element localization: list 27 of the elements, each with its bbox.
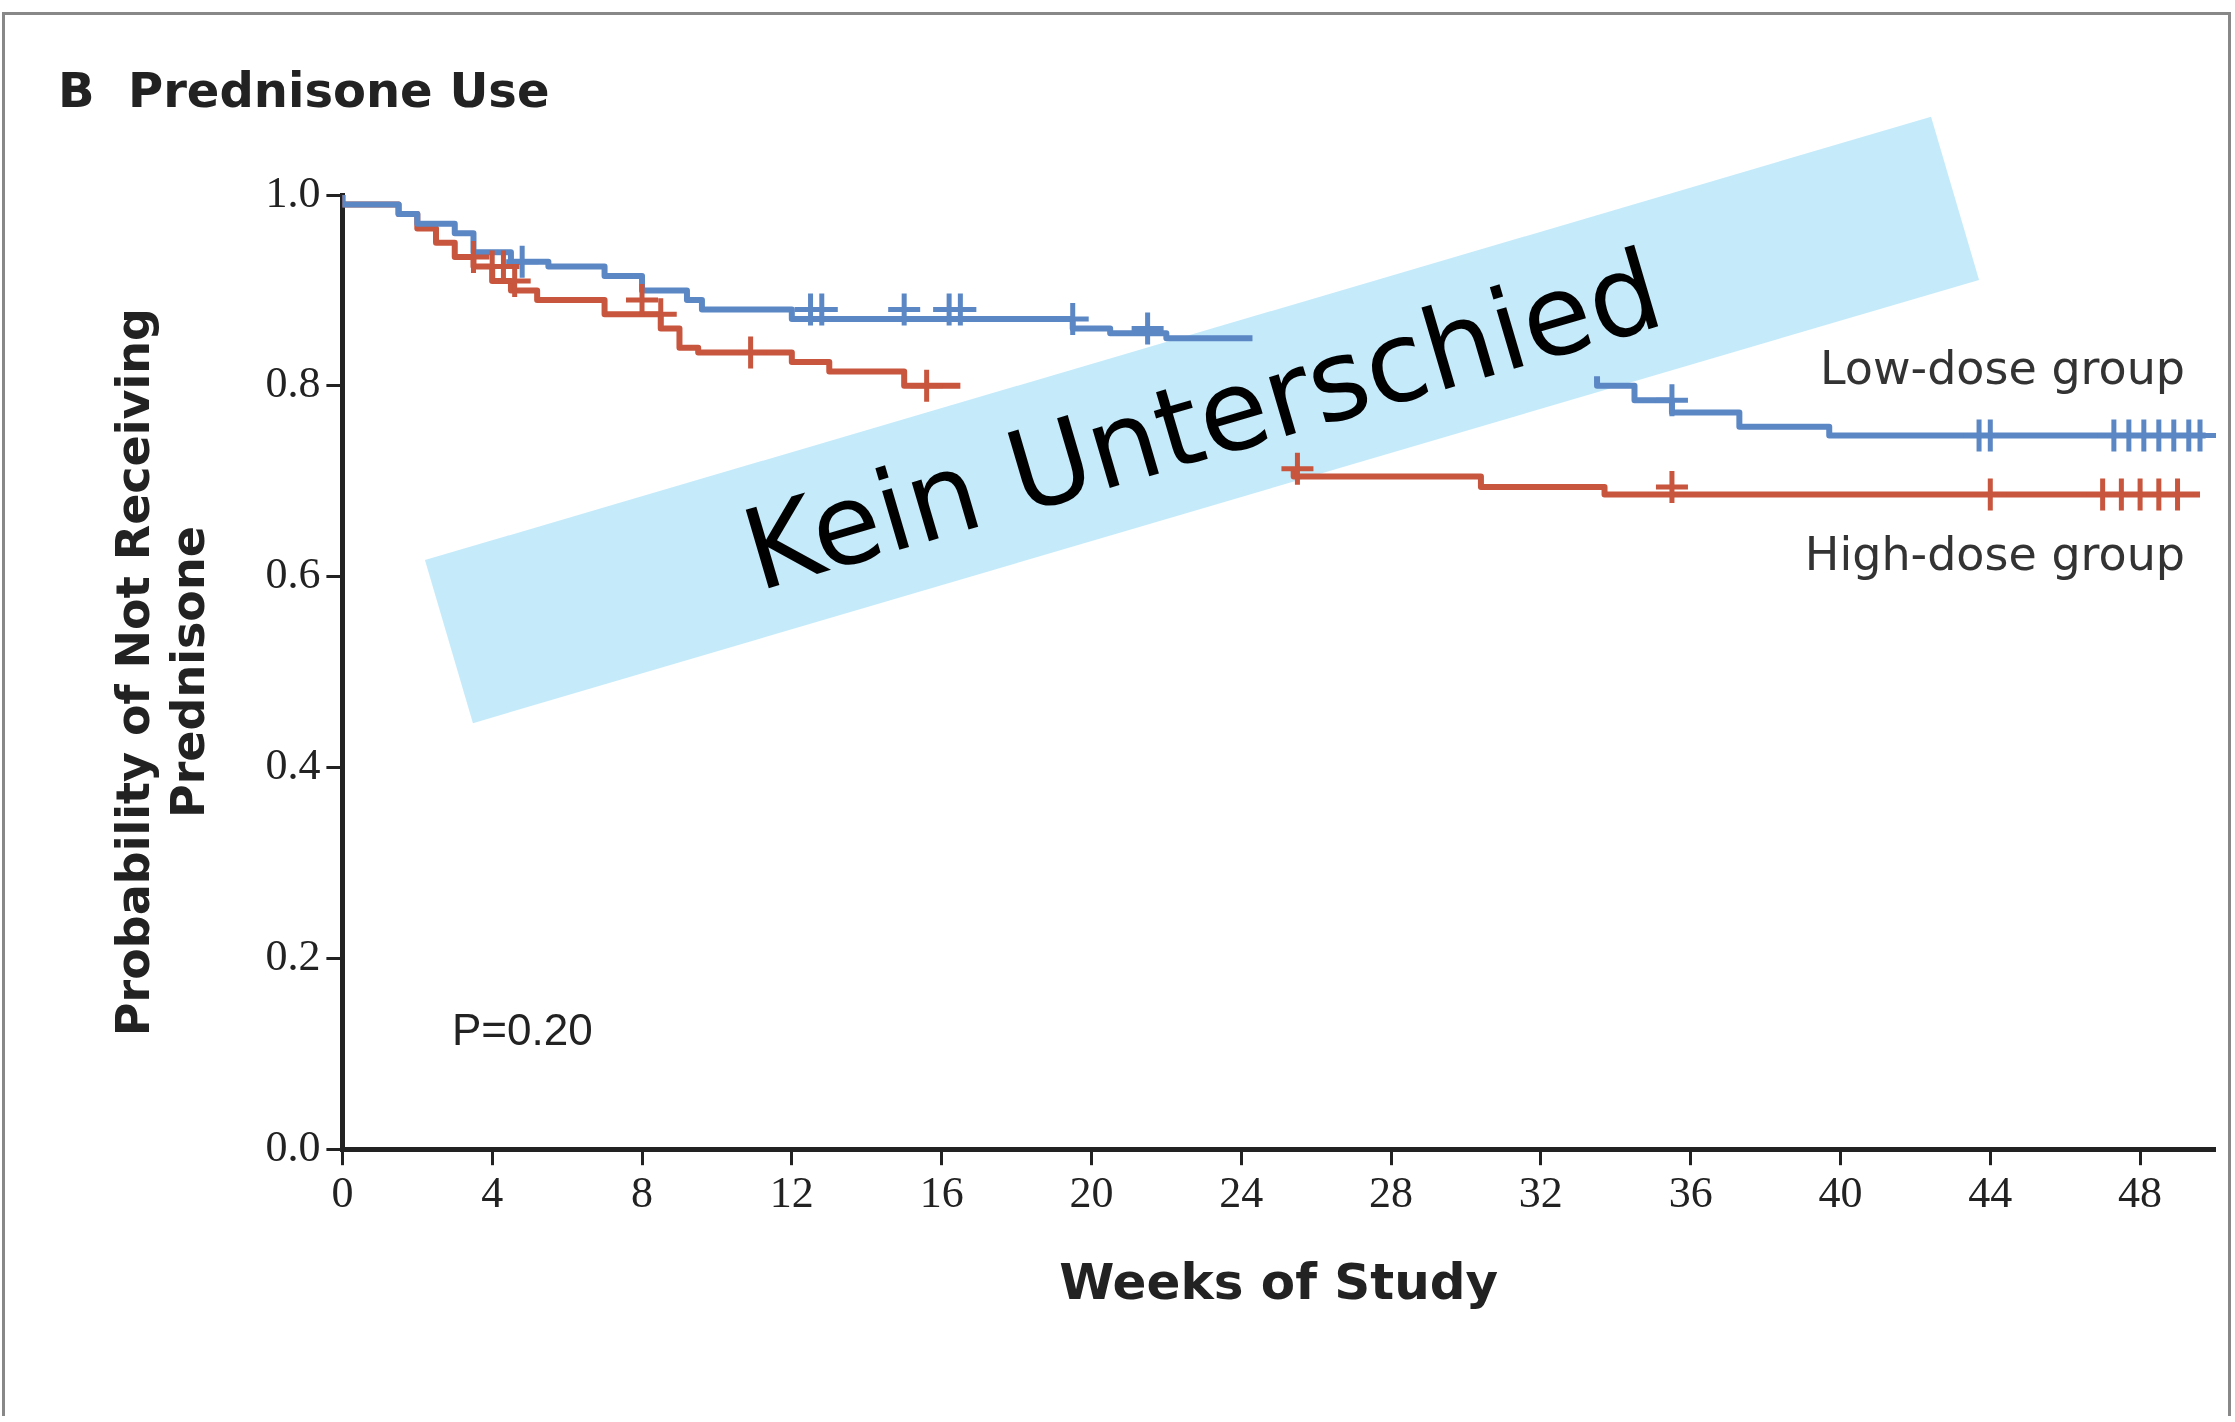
x-tick-label: 48	[2118, 1168, 2163, 1218]
y-tick-label: 0.6	[265, 549, 321, 599]
x-tick-label: 20	[1069, 1168, 1114, 1218]
x-axis-title: Weeks of Study	[1059, 1252, 1499, 1311]
point	[506, 245, 539, 278]
x-tick-label: 12	[769, 1168, 814, 1218]
y-tick-label: 0.2	[265, 930, 321, 980]
y-tick-label: 0.0	[265, 1121, 321, 1171]
y-tick-label: 1.0	[265, 167, 321, 217]
point	[910, 369, 943, 402]
point	[888, 293, 921, 326]
x-tick-label: 4	[481, 1168, 504, 1218]
x-tick-label: 8	[631, 1168, 654, 1218]
x-tick-label: 28	[1369, 1168, 1414, 1218]
y-tick-label: 0.4	[265, 740, 321, 790]
x-tick-label: 40	[1818, 1168, 1863, 1218]
x-tick-label: 32	[1518, 1168, 1563, 1218]
y-tick-label: 0.8	[265, 358, 321, 408]
y-axis-title: Probability of Not Receiving Prednisone	[105, 307, 215, 1037]
point	[644, 298, 677, 331]
chart-title: B Prednisone Use	[58, 62, 550, 118]
x-tick-label: 0	[331, 1168, 354, 1218]
annotation: P=0.20	[452, 1005, 593, 1055]
x-tick-label: 44	[1968, 1168, 2013, 1218]
x-tick-label: 36	[1668, 1168, 1713, 1218]
x-tick-label: 24	[1219, 1168, 1264, 1218]
x-tick-label: 16	[919, 1168, 964, 1218]
